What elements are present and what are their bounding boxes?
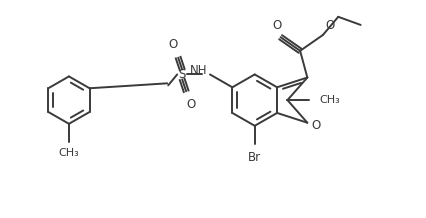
- Text: Br: Br: [248, 152, 261, 164]
- Text: O: O: [311, 119, 320, 132]
- Text: O: O: [169, 38, 178, 51]
- Text: CH₃: CH₃: [319, 95, 340, 105]
- Text: O: O: [187, 98, 196, 111]
- Text: NH: NH: [190, 64, 207, 77]
- Text: CH₃: CH₃: [58, 148, 79, 158]
- Text: S: S: [178, 68, 186, 81]
- Text: O: O: [325, 19, 334, 32]
- Text: O: O: [272, 19, 281, 32]
